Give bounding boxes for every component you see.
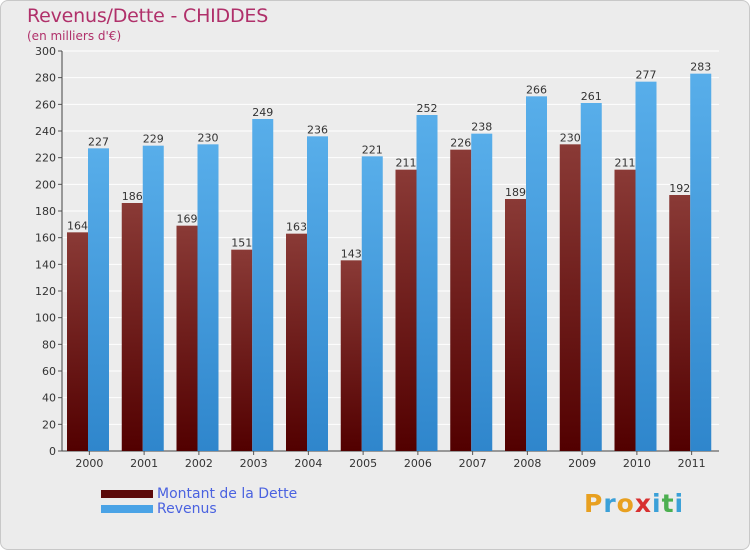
legend-label-dette: Montant de la Dette: [157, 486, 298, 502]
data-label-revenus: 277: [636, 69, 657, 82]
bar-dette: [505, 199, 526, 451]
data-label-dette: 189: [505, 186, 526, 199]
legend: Montant de la Dette Revenus: [101, 487, 297, 517]
bar-revenus: [252, 119, 274, 451]
logo-letter: t: [661, 489, 675, 518]
bar-dette: [395, 169, 417, 451]
y-tick-label: 20: [42, 418, 56, 431]
legend-label-revenus: Revenus: [157, 501, 217, 517]
data-label-dette: 163: [286, 221, 307, 234]
bar-dette: [231, 249, 253, 451]
y-tick-label: 180: [35, 205, 56, 218]
chart-subtitle: (en milliers d'€): [27, 29, 122, 43]
logo-letter: r: [603, 489, 617, 518]
legend-item-dette: Montant de la Dette: [101, 487, 297, 502]
bar-dette: [340, 260, 362, 451]
bar-dette: [669, 195, 691, 451]
data-label-dette: 164: [67, 219, 88, 232]
y-tick-label: 40: [42, 392, 56, 405]
bar-revenus: [526, 96, 547, 451]
y-tick-label: 200: [35, 178, 56, 191]
proxiti-logo: Proxiti: [584, 489, 684, 518]
x-tick-label: 2004: [294, 457, 322, 470]
data-label-dette: 143: [341, 247, 362, 260]
data-label-revenus: 229: [143, 133, 164, 146]
legend-swatch-revenus: [101, 505, 153, 513]
logo-letter: i: [652, 489, 662, 518]
data-label-dette: 186: [122, 190, 143, 203]
bar-revenus: [307, 136, 328, 452]
data-label-dette: 192: [669, 182, 690, 195]
y-tick-label: 80: [42, 338, 56, 351]
chart-title: Revenus/Dette - CHIDDES: [27, 5, 269, 27]
plot-area: [62, 51, 719, 451]
bar-dette: [559, 144, 581, 452]
data-label-revenus: 238: [471, 121, 492, 134]
bar-dette: [450, 149, 472, 451]
bar-revenus: [197, 144, 219, 452]
x-tick-label: 2009: [568, 457, 596, 470]
y-tick-label: 280: [35, 72, 56, 85]
x-tick-label: 2008: [513, 457, 541, 470]
y-tick-label: 0: [49, 445, 56, 458]
data-label-dette: 211: [396, 157, 417, 170]
logo-letter: x: [634, 489, 652, 518]
data-label-revenus: 252: [417, 102, 438, 115]
x-tick-label: 2002: [185, 457, 213, 470]
data-label-revenus: 261: [581, 90, 602, 103]
y-tick-label: 120: [35, 285, 56, 298]
bar-dette: [286, 233, 307, 451]
y-tick-label: 160: [35, 232, 56, 245]
x-tick-label: 2006: [404, 457, 432, 470]
data-label-dette: 211: [615, 157, 636, 170]
x-tick-label: 2005: [349, 457, 377, 470]
y-tick-label: 60: [42, 365, 56, 378]
bar-revenus: [580, 103, 602, 451]
legend-item-revenus: Revenus: [101, 502, 297, 517]
data-label-revenus: 283: [690, 61, 711, 74]
data-label-dette: 169: [177, 213, 198, 226]
bar-dette: [67, 232, 88, 451]
bar-revenus: [690, 73, 712, 452]
y-tick-label: 260: [35, 98, 56, 111]
bar-revenus: [635, 81, 657, 452]
bar-revenus: [361, 156, 383, 452]
y-tick-label: 100: [35, 312, 56, 325]
x-tick-label: 2003: [240, 457, 268, 470]
bar-dette: [121, 203, 143, 451]
logo-letter: o: [616, 489, 635, 518]
data-label-dette: 230: [560, 131, 581, 144]
bar-revenus: [471, 133, 493, 451]
x-tick-label: 2001: [130, 457, 158, 470]
y-tick-label: 220: [35, 152, 56, 165]
data-label-revenus: 227: [88, 135, 109, 148]
data-label-revenus: 230: [198, 131, 219, 144]
bar-revenus: [416, 115, 438, 451]
logo-letter: P: [584, 489, 604, 518]
data-label-revenus: 221: [362, 143, 383, 156]
data-label-revenus: 236: [307, 123, 328, 136]
logo-letter: i: [674, 489, 685, 518]
x-tick-label: 2011: [678, 457, 706, 470]
x-tick-label: 2010: [623, 457, 651, 470]
legend-swatch-dette: [101, 490, 153, 498]
bar-revenus: [142, 145, 164, 451]
y-tick-label: 140: [35, 258, 56, 271]
y-tick-label: 240: [35, 125, 56, 138]
data-label-revenus: 249: [252, 106, 273, 119]
data-label-revenus: 266: [526, 83, 547, 96]
bar-dette: [614, 169, 636, 451]
data-label-dette: 151: [231, 237, 252, 250]
bar-dette: [176, 225, 198, 451]
bar-revenus: [88, 148, 109, 452]
data-label-dette: 226: [450, 137, 471, 150]
x-tick-label: 2007: [459, 457, 487, 470]
y-tick-label: 300: [35, 45, 56, 58]
x-tick-label: 2000: [75, 457, 103, 470]
